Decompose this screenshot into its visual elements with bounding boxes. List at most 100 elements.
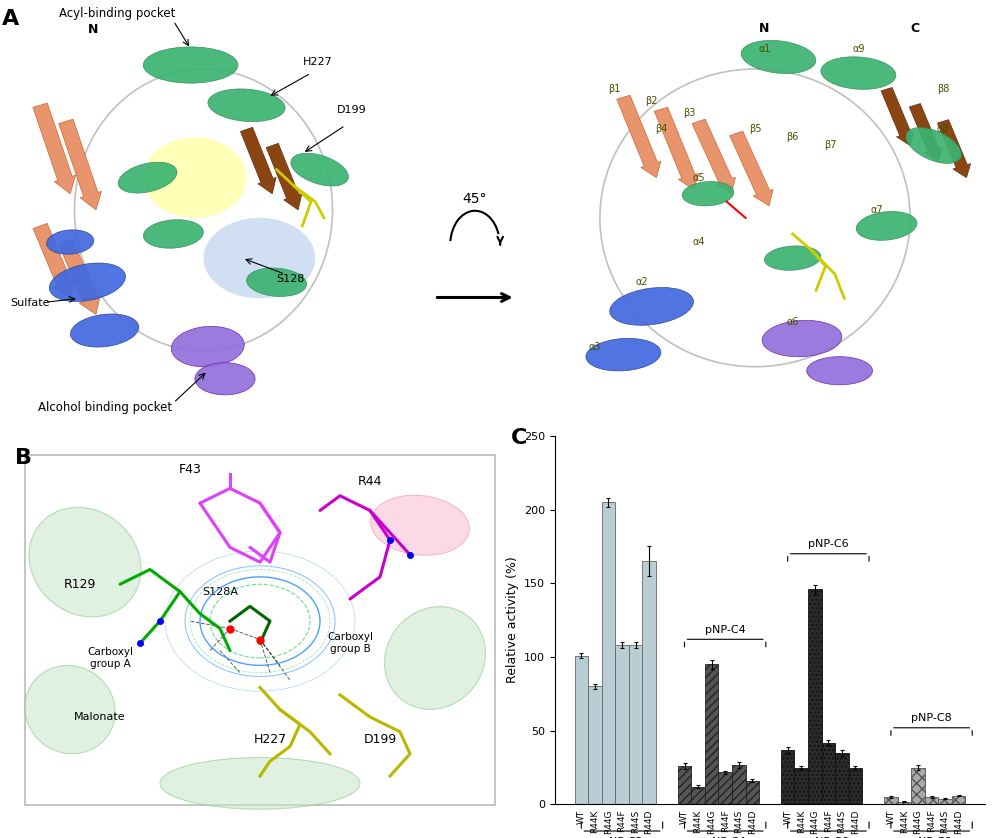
Ellipse shape bbox=[195, 363, 255, 395]
Text: β6: β6 bbox=[786, 132, 799, 142]
FancyArrow shape bbox=[654, 107, 698, 189]
FancyArrow shape bbox=[692, 119, 735, 194]
Bar bbox=[691, 787, 705, 804]
Text: Carboxyl
group A: Carboxyl group A bbox=[87, 647, 133, 669]
Text: S128A: S128A bbox=[202, 587, 238, 597]
Bar bbox=[794, 768, 808, 804]
Text: R129: R129 bbox=[64, 577, 96, 591]
Ellipse shape bbox=[586, 339, 661, 371]
Text: pNP-C4: pNP-C4 bbox=[705, 625, 746, 635]
Bar bbox=[925, 797, 938, 804]
Ellipse shape bbox=[371, 495, 469, 556]
FancyArrow shape bbox=[617, 96, 661, 178]
Bar bbox=[884, 797, 898, 804]
Ellipse shape bbox=[856, 211, 917, 241]
Ellipse shape bbox=[821, 57, 896, 90]
Text: β4: β4 bbox=[655, 124, 667, 134]
Text: A: A bbox=[1, 8, 19, 28]
Bar bbox=[629, 645, 642, 804]
Ellipse shape bbox=[143, 47, 238, 83]
Text: C: C bbox=[511, 428, 528, 448]
FancyArrow shape bbox=[59, 240, 100, 314]
Ellipse shape bbox=[247, 268, 307, 297]
Text: β8: β8 bbox=[937, 84, 949, 94]
FancyArrow shape bbox=[240, 127, 276, 194]
Text: pNP-C8: pNP-C8 bbox=[911, 837, 952, 838]
Ellipse shape bbox=[143, 137, 246, 218]
Text: α9: α9 bbox=[852, 44, 865, 54]
Text: Sulfate: Sulfate bbox=[10, 298, 50, 308]
Text: B: B bbox=[15, 447, 32, 468]
Text: pNP-C6: pNP-C6 bbox=[808, 540, 849, 550]
Ellipse shape bbox=[143, 220, 203, 248]
Text: H227: H227 bbox=[253, 732, 287, 746]
FancyArrow shape bbox=[909, 104, 942, 162]
Text: N: N bbox=[87, 23, 98, 36]
FancyArrow shape bbox=[33, 224, 74, 298]
Ellipse shape bbox=[47, 230, 94, 254]
Text: β3: β3 bbox=[683, 108, 695, 118]
Bar bbox=[705, 665, 718, 804]
Bar bbox=[615, 645, 629, 804]
FancyArrow shape bbox=[937, 120, 971, 178]
Text: β1: β1 bbox=[608, 84, 620, 94]
Text: D199: D199 bbox=[363, 732, 397, 746]
Text: N: N bbox=[759, 23, 770, 35]
Ellipse shape bbox=[807, 357, 872, 385]
Text: Carboxyl
group B: Carboxyl group B bbox=[327, 633, 373, 654]
FancyArrow shape bbox=[266, 143, 302, 210]
Ellipse shape bbox=[291, 153, 348, 186]
Bar bbox=[849, 768, 862, 804]
Ellipse shape bbox=[906, 127, 961, 163]
Bar bbox=[678, 766, 691, 804]
Bar bbox=[746, 781, 759, 804]
Text: pNP-C8: pNP-C8 bbox=[911, 713, 952, 723]
Ellipse shape bbox=[682, 182, 734, 206]
Text: F43: F43 bbox=[179, 463, 201, 477]
Text: α7: α7 bbox=[871, 204, 884, 215]
Ellipse shape bbox=[208, 89, 285, 122]
Bar bbox=[808, 589, 822, 804]
Bar bbox=[822, 742, 835, 804]
Bar bbox=[575, 655, 588, 804]
Bar bbox=[732, 764, 746, 804]
FancyArrow shape bbox=[33, 103, 76, 194]
Ellipse shape bbox=[70, 314, 139, 347]
Ellipse shape bbox=[171, 326, 244, 367]
Text: pNP-C4: pNP-C4 bbox=[705, 837, 746, 838]
Text: α8: α8 bbox=[937, 124, 949, 134]
Text: Malonate: Malonate bbox=[74, 712, 126, 722]
Text: α5: α5 bbox=[692, 173, 705, 183]
Text: Acyl-binding pocket: Acyl-binding pocket bbox=[59, 7, 176, 20]
Text: R44: R44 bbox=[358, 474, 382, 488]
Text: H227: H227 bbox=[302, 57, 332, 67]
Bar bbox=[835, 753, 849, 804]
Ellipse shape bbox=[762, 320, 842, 357]
Ellipse shape bbox=[385, 607, 485, 710]
Text: β2: β2 bbox=[645, 96, 658, 106]
Bar bbox=[952, 795, 965, 804]
Bar bbox=[898, 801, 911, 804]
Bar bbox=[911, 768, 925, 804]
Bar bbox=[588, 686, 602, 804]
Ellipse shape bbox=[160, 758, 360, 810]
FancyArrow shape bbox=[59, 119, 101, 210]
Bar bbox=[938, 799, 952, 804]
Ellipse shape bbox=[49, 263, 125, 302]
Text: β5: β5 bbox=[749, 124, 761, 134]
Ellipse shape bbox=[610, 287, 693, 325]
Text: β7: β7 bbox=[824, 141, 836, 151]
Bar bbox=[642, 561, 656, 804]
Text: Alcohol binding pocket: Alcohol binding pocket bbox=[38, 401, 172, 414]
Ellipse shape bbox=[118, 163, 177, 193]
Text: 45°: 45° bbox=[463, 193, 487, 206]
Text: α3: α3 bbox=[589, 342, 601, 352]
Text: C: C bbox=[910, 23, 919, 35]
Ellipse shape bbox=[29, 507, 141, 617]
Text: pNP-C2: pNP-C2 bbox=[602, 837, 642, 838]
Ellipse shape bbox=[741, 40, 816, 74]
Text: α6: α6 bbox=[786, 318, 799, 328]
Bar bbox=[602, 502, 615, 804]
Text: α2: α2 bbox=[636, 277, 649, 287]
Y-axis label: Relative activity (%): Relative activity (%) bbox=[506, 556, 519, 684]
